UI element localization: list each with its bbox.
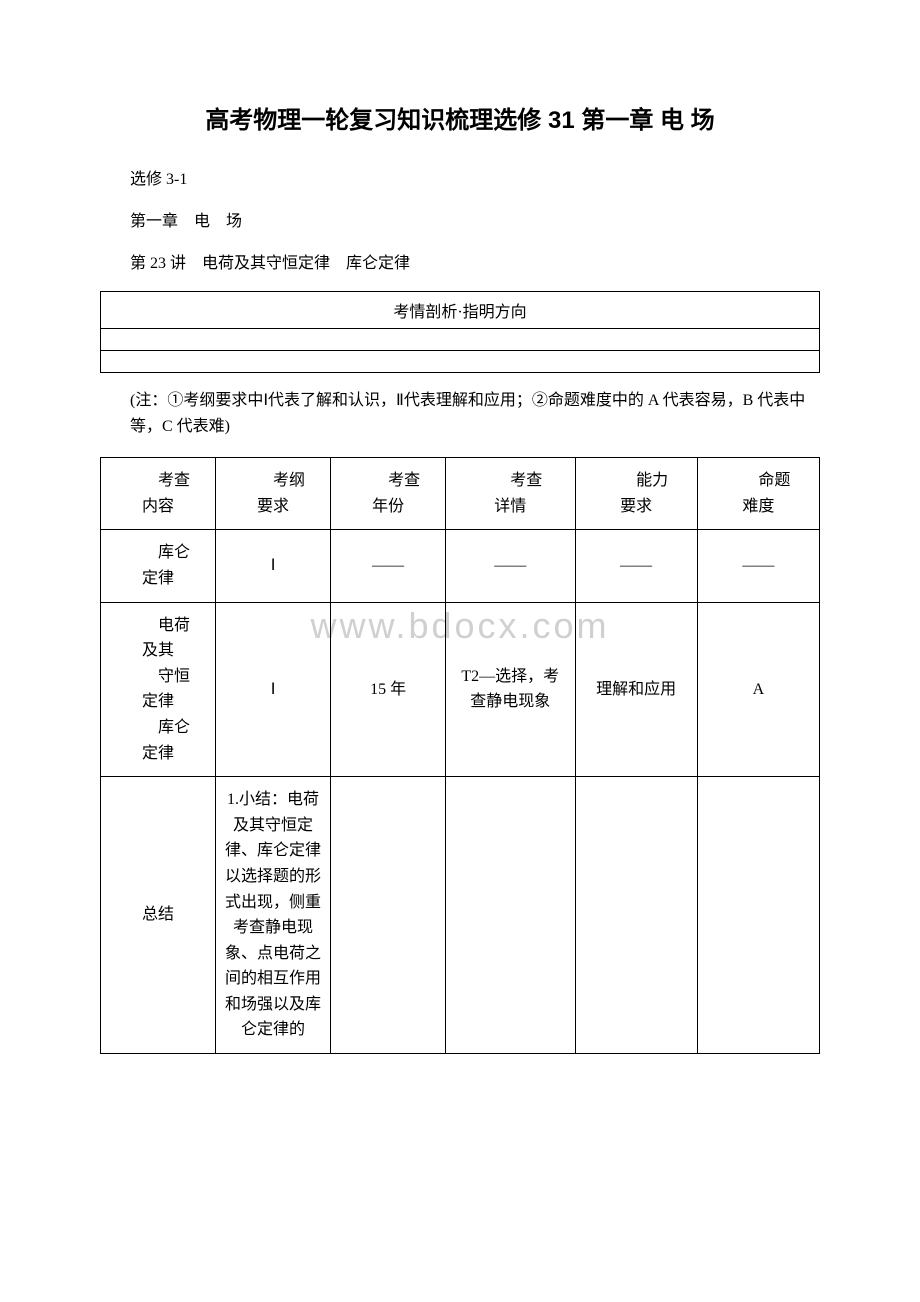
banner-empty-1 <box>101 329 820 351</box>
row3-col4 <box>446 777 575 1054</box>
header-col5: 能力 要求 <box>575 458 697 530</box>
row3-col3 <box>331 777 446 1054</box>
header-col4: 考查 详情 <box>446 458 575 530</box>
row2-col2: Ⅰ <box>216 602 331 777</box>
banner-table: 考情剖析·指明方向 <box>100 291 820 373</box>
page-title: 高考物理一轮复习知识梳理选修 31 第一章 电 场 <box>100 100 820 135</box>
row3-col5 <box>575 777 697 1054</box>
row3-col6 <box>697 777 819 1054</box>
row2-col3: 15 年 <box>331 602 446 777</box>
row1-col3: —— <box>331 530 446 602</box>
header-col3: 考查 年份 <box>331 458 446 530</box>
subtitle-1: 选修 3-1 <box>100 165 820 189</box>
row3-col2: 1.小结：电荷及其守恒定律、库仑定律以选择题的形式出现，侧重考查静电现象、点电荷… <box>216 777 331 1054</box>
row1-col5: —— <box>575 530 697 602</box>
header-col2: 考纲 要求 <box>216 458 331 530</box>
row3-col1: 总结 <box>101 777 216 1054</box>
banner-empty-2 <box>101 351 820 373</box>
header-col6: 命题 难度 <box>697 458 819 530</box>
banner-text: 考情剖析·指明方向 <box>101 292 820 329</box>
row1-col6: —— <box>697 530 819 602</box>
note-text: (注：①考纲要求中Ⅰ代表了解和认识，Ⅱ代表理解和应用；②命题难度中的 A 代表容… <box>100 388 820 439</box>
subtitle-2: 第一章 电 场 <box>100 207 820 231</box>
row1-col4: —— <box>446 530 575 602</box>
header-col1: 考查 内容 <box>101 458 216 530</box>
row2-col6: A <box>697 602 819 777</box>
row1-col2: Ⅰ <box>216 530 331 602</box>
row2-col4: T2—选择，考查静电现象 <box>446 602 575 777</box>
row2-col1: 电荷 及其 守恒 定律 库仑 定律 <box>101 602 216 777</box>
row2-col5: 理解和应用 <box>575 602 697 777</box>
main-table: 考查 内容 考纲 要求 考查 年份 考查 详情 能力 要求 命题 难度 库仑 定… <box>100 457 820 1054</box>
row1-col1: 库仑 定律 <box>101 530 216 602</box>
subtitle-3: 第 23 讲 电荷及其守恒定律 库仑定律 <box>100 249 820 273</box>
